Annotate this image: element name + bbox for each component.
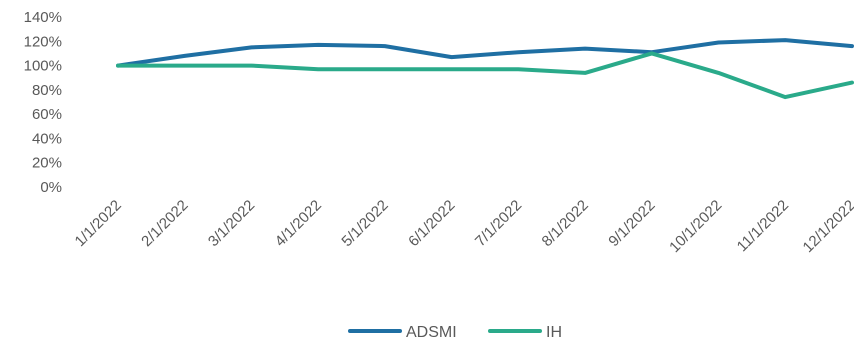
y-tick-label: 120%: [24, 33, 62, 50]
y-tick-label: 0%: [40, 179, 62, 196]
x-tick-label: 2/1/2022: [138, 197, 191, 250]
y-tick-label: 80%: [32, 82, 62, 99]
legend-item-adsmi: ADSMI: [348, 324, 457, 341]
y-tick-label: 140%: [24, 9, 62, 26]
x-tick-label: 4/1/2022: [272, 197, 325, 250]
series-lines: [116, 38, 854, 100]
x-tick-label: 7/1/2022: [472, 197, 525, 250]
x-tick-label: 9/1/2022: [605, 197, 658, 250]
y-axis: 0% 20% 40% 60% 80% 100% 120% 140%: [24, 9, 62, 196]
y-tick-label: 60%: [32, 106, 62, 123]
x-tick-label: 5/1/2022: [338, 197, 391, 250]
y-tick-label: 20%: [32, 155, 62, 172]
x-tick-label: 3/1/2022: [205, 197, 258, 250]
x-tick-label: 6/1/2022: [405, 197, 458, 250]
legend-label: ADSMI: [406, 324, 457, 341]
y-tick-label: 40%: [32, 130, 62, 147]
x-tick-label: 10/1/2022: [666, 197, 725, 256]
x-tick-label: 12/1/2022: [800, 197, 854, 256]
series-line-ih: [116, 51, 854, 100]
legend-item-ih: IH: [488, 324, 562, 341]
legend: ADSMI IH: [348, 324, 562, 341]
y-tick-label: 100%: [24, 58, 62, 75]
series-line-adsmi: [116, 38, 854, 68]
x-tick-label: 1/1/2022: [72, 197, 125, 250]
x-tick-label: 8/1/2022: [539, 197, 592, 250]
x-tick-label: 11/1/2022: [734, 197, 792, 255]
legend-label: IH: [546, 324, 562, 341]
x-axis: 1/1/2022 2/1/2022 3/1/2022 4/1/2022 5/1/2022…: [72, 197, 854, 256]
